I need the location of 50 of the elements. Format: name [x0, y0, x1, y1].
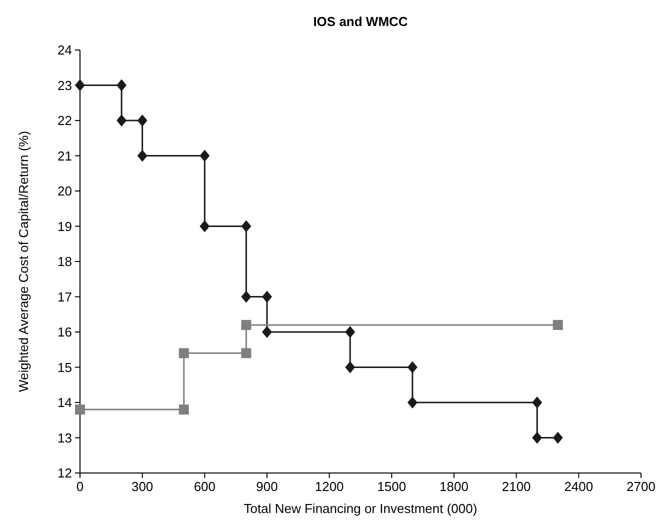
y-tick-label: 18: [58, 254, 72, 269]
point: [262, 290, 272, 303]
point: [137, 150, 148, 162]
x-tick-label: 1200: [314, 479, 344, 494]
point: [200, 220, 210, 232]
y-tick-label: 12: [58, 466, 72, 480]
point: [345, 326, 356, 338]
x-tick-label: 1500: [377, 479, 406, 494]
y-tick-label: 15: [58, 360, 72, 375]
y-tick-label: 22: [58, 113, 72, 128]
point: [75, 404, 85, 415]
point: [200, 150, 210, 162]
point: [345, 361, 356, 374]
point: [532, 396, 542, 408]
y-tick-label: 13: [58, 430, 72, 446]
y-tick-label: 21: [58, 148, 72, 164]
y-tick-label: 14: [58, 395, 72, 410]
point: [137, 114, 148, 126]
point: [116, 79, 127, 92]
y-tick-label: 23: [58, 78, 72, 93]
point: [241, 348, 252, 358]
point: [75, 79, 85, 92]
x-tick-label: 300: [131, 479, 154, 494]
y-tick-label: 19: [58, 218, 72, 234]
x-tick-label: 2700: [626, 479, 656, 494]
y-tick-label: 20: [58, 184, 72, 198]
point: [178, 348, 189, 358]
x-tick-label: 1800: [440, 479, 468, 494]
point: [241, 290, 252, 303]
x-tick-label: 600: [194, 479, 216, 494]
x-tick-label: 2400: [564, 479, 594, 494]
point: [116, 114, 127, 126]
point: [552, 432, 563, 444]
y-tick-label: 24: [58, 42, 72, 58]
x-tick-label: 0: [76, 479, 84, 494]
x-tick-label: 900: [256, 479, 278, 494]
y-tick-label: 16: [58, 324, 72, 340]
point: [552, 320, 563, 330]
point: [178, 404, 189, 415]
y-tick-label: 17: [58, 289, 72, 304]
x-axis-title: Total New Financing or Investment (000): [244, 501, 478, 516]
point: [407, 396, 418, 408]
point: [262, 326, 272, 338]
point: [407, 361, 418, 374]
point: [241, 320, 252, 330]
point: [532, 432, 542, 444]
x-tick-label: 2100: [502, 479, 531, 494]
point: [241, 220, 252, 232]
chart-title: IOS and WMCC: [313, 14, 408, 29]
y-axis-title: Weighted Average Cost of Capital/Return (%): [16, 130, 31, 392]
